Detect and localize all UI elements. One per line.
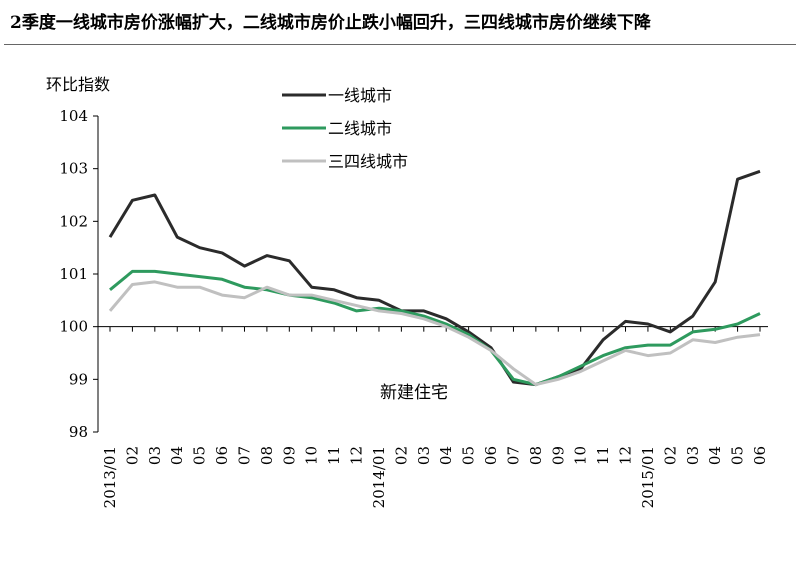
x-tick-label: 2014/01 (370, 446, 388, 508)
x-tick-label: 09 (549, 446, 567, 465)
x-tick-label: 06 (482, 446, 500, 465)
x-tick-label: 05 (460, 446, 478, 465)
x-tick-label: 03 (684, 446, 702, 465)
x-tick-label: 02 (123, 446, 141, 465)
x-tick-label: 09 (280, 446, 298, 465)
series-lines (108, 169, 761, 387)
x-tick-label: 11 (594, 446, 612, 465)
y-tick-label: 101 (59, 265, 88, 283)
legend-label: 一线城市 (328, 86, 392, 105)
x-tick-label: 04 (437, 446, 455, 465)
x-tick-label: 2015/01 (639, 446, 657, 508)
x-tick-label: 07 (504, 446, 522, 465)
chart-annotation: 新建住宅 (380, 383, 448, 403)
x-tick-label: 03 (146, 446, 164, 465)
legend-label: 三四线城市 (328, 152, 408, 171)
x-tick-label: 12 (348, 446, 366, 465)
x-tick-label: 05 (191, 446, 209, 465)
x-tick-label: 03 (415, 446, 433, 465)
x-tick-label: 12 (617, 446, 635, 465)
x-tick-label: 07 (235, 446, 253, 465)
y-tick-label: 102 (59, 212, 88, 230)
x-tick-label: 10 (572, 446, 590, 465)
x-tick-label: 10 (303, 446, 321, 465)
y-tick-label: 103 (59, 160, 88, 178)
x-tick-label: 02 (661, 446, 679, 465)
x-tick-label: 05 (729, 446, 747, 465)
x-tick-label: 11 (325, 446, 343, 465)
y-tick-label: 98 (69, 423, 88, 441)
x-tick-label: 04 (168, 446, 186, 465)
x-tick-label: 04 (706, 446, 724, 465)
x-tick-label: 06 (213, 446, 231, 465)
y-axis-label: 环比指数 (46, 75, 110, 94)
y-tick-label: 104 (59, 107, 88, 125)
series-line (108, 169, 761, 387)
y-tick-label: 100 (59, 318, 88, 336)
legend-label: 二线城市 (328, 119, 392, 138)
x-tick-label: 2013/01 (101, 446, 119, 508)
x-tick-label: 02 (392, 446, 410, 465)
x-tick-label: 06 (751, 446, 769, 465)
series-line (108, 280, 761, 387)
x-tick-label: 08 (527, 446, 545, 465)
series-line (109, 269, 761, 387)
chart-title: 2季度一线城市房价涨幅扩大，二线城市房价止跌小幅回升，三四线城市房价继续下降 (10, 13, 651, 33)
x-tick-label: 08 (258, 446, 276, 465)
title-divider (4, 44, 796, 45)
y-tick-label: 99 (69, 370, 88, 388)
